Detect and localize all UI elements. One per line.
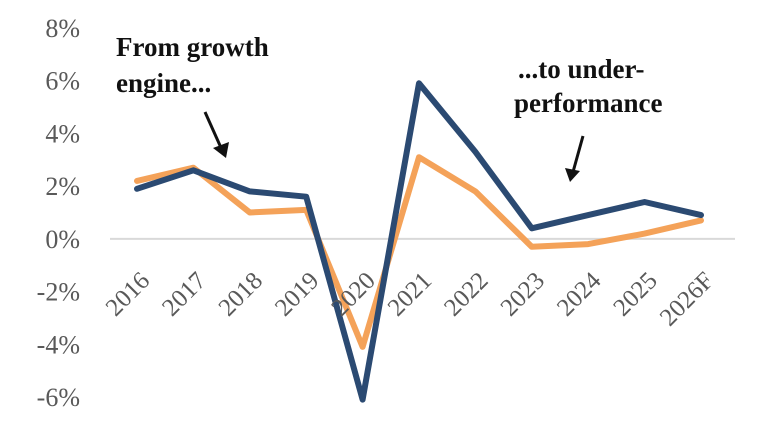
x-axis-tick-labels: 2016 2017 2018 2019 2020 2021 2022 2023 2024 2025…: [101, 267, 719, 332]
x-tick-label: 2021: [383, 267, 437, 321]
y-tick-label: 2%: [45, 172, 80, 201]
x-tick-label: 2023: [496, 267, 550, 321]
arrow-down-icon: [203, 111, 224, 151]
annotation-under-line2: performance: [514, 88, 662, 118]
y-tick-label: -4%: [37, 330, 80, 359]
x-tick-label: 2019: [270, 267, 324, 321]
annotation-growth-line1: From growth: [116, 32, 269, 62]
y-tick-label: 8%: [45, 14, 80, 43]
y-tick-label: -2%: [37, 278, 80, 307]
x-tick-label: 2016: [101, 267, 155, 321]
annotation-under-line1: ...to under-: [518, 54, 645, 84]
arrowhead-icon: [565, 168, 580, 182]
arrowhead-icon: [213, 142, 229, 158]
y-tick-label: -6%: [37, 383, 80, 412]
series-line-1: [134, 154, 704, 350]
x-tick-label: 2018: [214, 267, 268, 321]
series-line-2: [134, 80, 704, 403]
annotation-underperformance: ...to under- performance: [514, 54, 662, 182]
x-tick-label: 2017: [157, 267, 211, 321]
annotation-growth-line2: engine...: [116, 68, 211, 98]
x-tick-label: 2024: [552, 267, 607, 322]
y-tick-label: 6%: [45, 67, 80, 96]
y-tick-label: 4%: [45, 119, 80, 148]
series-lines: [134, 80, 704, 403]
annotation-growth-engine: From growth engine...: [116, 32, 269, 158]
y-tick-label: 0%: [45, 225, 80, 254]
arrow-down-icon: [571, 135, 585, 173]
x-tick-label: 2026F: [655, 267, 719, 331]
x-tick-label: 2022: [439, 267, 493, 321]
y-axis-tick-labels: 8% 6% 4% 2% 0% -2% -4% -6%: [37, 14, 80, 412]
